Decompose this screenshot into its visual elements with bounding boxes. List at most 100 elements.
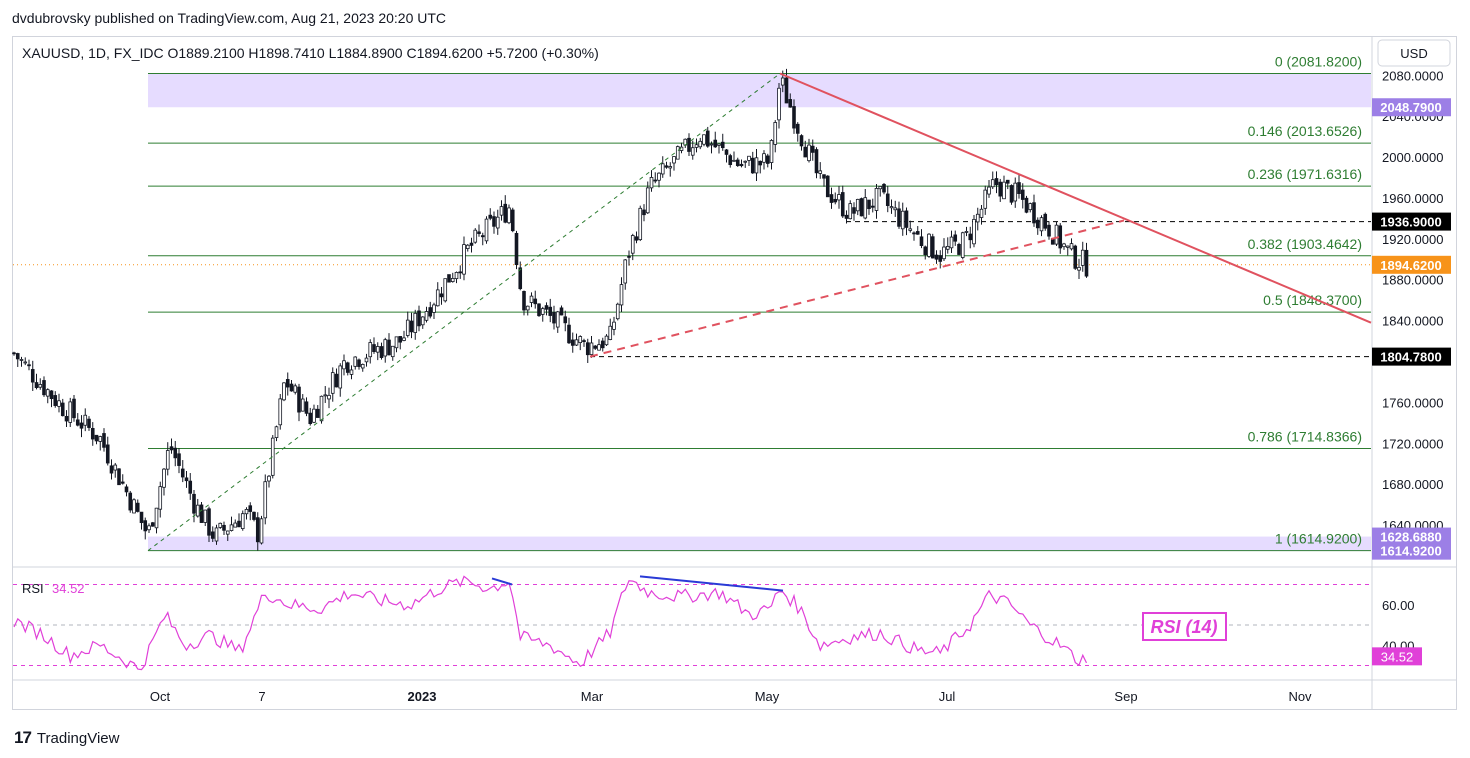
candle-body xyxy=(1054,224,1059,245)
candle-body xyxy=(289,383,294,392)
candle-body xyxy=(904,210,909,228)
candle-body xyxy=(1077,266,1081,271)
candle-body xyxy=(728,155,733,165)
price-tag-label: 1804.7800 xyxy=(1380,350,1441,365)
time-tick-label: 7 xyxy=(258,689,265,704)
candle-body xyxy=(975,213,980,223)
candle-body xyxy=(450,278,455,282)
rsi-divergence-line-2 xyxy=(639,575,784,592)
rsi-line xyxy=(13,575,1088,671)
candle-body xyxy=(34,382,39,389)
candle-body xyxy=(49,390,54,400)
candle-body xyxy=(12,352,16,355)
candle-body xyxy=(237,520,241,528)
candle-body xyxy=(128,492,133,511)
rsi-value: 34.52 xyxy=(52,581,85,596)
candle-body xyxy=(177,453,181,466)
candle-body xyxy=(829,194,834,203)
rsi-tick-label: 60.00 xyxy=(1382,598,1415,613)
candle-body xyxy=(570,339,575,346)
candle-body xyxy=(938,255,943,262)
candle-body xyxy=(990,179,995,188)
candle-body xyxy=(240,513,245,530)
candle-body xyxy=(548,306,553,316)
candle-body xyxy=(345,362,350,373)
candle-body xyxy=(758,160,763,166)
candle-body xyxy=(473,229,478,243)
rsi-badge-label: RSI (14) xyxy=(1150,617,1217,637)
fib-zone-0 xyxy=(148,73,1371,108)
candle-body xyxy=(105,444,110,464)
candle-body xyxy=(690,147,695,156)
candle-body xyxy=(248,505,253,512)
candle-body xyxy=(930,236,935,259)
candle-body xyxy=(1062,243,1066,248)
candle-body xyxy=(585,342,590,356)
candle-body xyxy=(402,337,406,341)
candle-body xyxy=(555,311,560,328)
candle-body xyxy=(810,145,815,153)
candle-body xyxy=(525,305,530,311)
candle-body xyxy=(19,359,24,361)
fib-label-1: 1 (1614.9200) xyxy=(1275,531,1362,547)
candle-body xyxy=(964,231,969,233)
candle-body xyxy=(1035,219,1040,229)
candle-body xyxy=(499,206,504,216)
candle-body xyxy=(630,235,635,254)
candle-body xyxy=(589,342,594,355)
descending-trendline xyxy=(779,72,1372,324)
candle-body xyxy=(447,274,451,283)
candle-body xyxy=(72,398,76,419)
candle-body xyxy=(79,422,84,429)
candle-body xyxy=(533,298,538,305)
candle-body xyxy=(383,339,388,357)
candle-body xyxy=(94,434,99,442)
candle-body xyxy=(495,216,500,229)
candle-body xyxy=(882,183,886,193)
candle-body xyxy=(492,216,496,227)
fib-label-0.786: 0.786 (1714.8366) xyxy=(1248,429,1362,445)
candle-body xyxy=(263,481,268,519)
candle-body xyxy=(1043,213,1048,229)
candle-body xyxy=(252,511,256,520)
candle-body xyxy=(259,518,264,544)
candle-body xyxy=(360,364,365,369)
candle-body xyxy=(458,271,463,274)
candle-body xyxy=(300,398,305,412)
fib-label-0.382: 0.382 (1903.4642) xyxy=(1248,236,1362,252)
candle-body xyxy=(353,356,358,367)
candle-body xyxy=(270,437,275,476)
candle-body xyxy=(428,307,433,317)
candle-body xyxy=(649,177,654,189)
candle-body xyxy=(462,244,466,275)
candle-body xyxy=(623,259,628,284)
candle-body xyxy=(169,446,174,451)
price-tick-label: 2080.0000 xyxy=(1382,68,1443,83)
candle-body xyxy=(368,342,373,358)
candle-body xyxy=(480,235,485,238)
candle-body xyxy=(225,530,230,535)
candle-body xyxy=(874,188,879,211)
tradingview-footer[interactable]: 17 TradingView xyxy=(14,728,119,748)
candle-body xyxy=(135,502,140,512)
candle-body xyxy=(143,520,148,532)
candle-body xyxy=(934,254,939,260)
candle-body xyxy=(627,255,631,258)
currency-button xyxy=(1377,39,1451,67)
candle-body xyxy=(297,386,301,413)
candle-body xyxy=(83,414,88,426)
candle-body xyxy=(822,174,826,179)
candle-body xyxy=(743,160,748,163)
time-tick-label: Mar xyxy=(581,689,604,704)
candle-body xyxy=(949,236,954,249)
candle-body xyxy=(597,344,601,351)
chart-frame[interactable] xyxy=(12,36,1457,710)
time-tick-label: Oct xyxy=(150,689,171,704)
candle-body xyxy=(754,157,759,174)
candle-body xyxy=(308,412,313,425)
fib-anchor-line xyxy=(147,73,781,552)
candle-body xyxy=(780,77,785,86)
price-tick-label: 1880.0000 xyxy=(1382,273,1443,288)
candle-body xyxy=(184,477,189,482)
